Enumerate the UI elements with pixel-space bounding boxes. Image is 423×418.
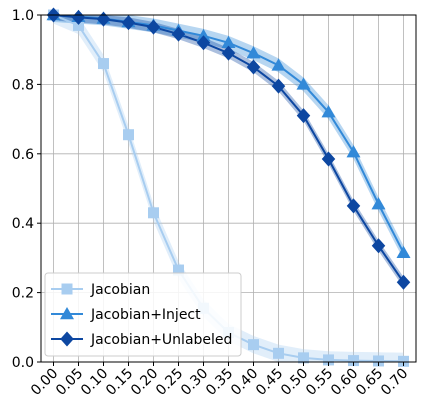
x-axis: 0.000.050.100.150.200.250.300.350.400.45… xyxy=(28,362,411,399)
jacobian-unlabeled-point xyxy=(396,274,411,290)
y-tick-label: 1.0 xyxy=(12,8,34,24)
jacobian-inject-point xyxy=(296,77,311,90)
y-tick-label: 0.4 xyxy=(12,216,34,232)
jacobian-point xyxy=(123,129,134,141)
x-tick-label: 0.60 xyxy=(328,366,361,399)
x-tick-label: 0.65 xyxy=(353,366,386,399)
legend-marker-square xyxy=(61,283,73,295)
jacobian-inject-point xyxy=(246,46,261,59)
y-tick-label: 0.6 xyxy=(12,147,34,163)
jacobian-unlabeled-point xyxy=(321,151,336,167)
jacobian-point xyxy=(373,355,384,367)
jacobian-unlabeled-point xyxy=(296,108,311,124)
jacobian-point xyxy=(348,355,359,367)
legend-marker-diamond xyxy=(60,331,74,347)
x-tick-label: 0.20 xyxy=(128,366,161,399)
jacobian-point xyxy=(173,264,184,276)
jacobian-unlabeled-point xyxy=(121,15,136,31)
x-tick-label: 0.55 xyxy=(303,366,336,399)
x-tick-label: 0.05 xyxy=(53,366,86,399)
x-tick-label: 0.35 xyxy=(203,366,236,399)
jacobian-point xyxy=(73,19,84,31)
jacobian-point xyxy=(248,339,259,351)
x-tick-label: 0.10 xyxy=(78,366,111,399)
jacobian-unlabeled-point xyxy=(71,9,86,25)
x-tick-label: 0.15 xyxy=(103,366,136,399)
jacobian-unlabeled-point xyxy=(221,45,236,61)
jacobian-point xyxy=(273,347,284,359)
jacobian-inject-point xyxy=(271,58,286,71)
jacobian-point xyxy=(298,352,309,364)
legend-label: Jacobian xyxy=(90,282,150,298)
jacobian-point xyxy=(398,355,409,367)
jacobian-unlabeled-point xyxy=(146,19,161,35)
legend-box xyxy=(44,272,242,357)
y-tick-label: 0.8 xyxy=(12,77,34,93)
jacobian-inject-point xyxy=(321,105,336,118)
jacobian-unlabeled-point xyxy=(246,59,261,75)
jacobian-point xyxy=(323,354,334,366)
x-tick-label: 0.30 xyxy=(178,366,211,399)
x-tick-label: 0.50 xyxy=(278,366,311,399)
jacobian-unlabeled-point xyxy=(371,238,386,254)
y-axis: 0.0 0.2 0.4 0.6 0.8 1.0 xyxy=(12,8,41,371)
jacobian-inject-point xyxy=(371,197,386,210)
x-tick-label: 0.40 xyxy=(228,366,261,399)
jacobian-unlabeled-point xyxy=(346,198,361,214)
jacobian-inject-point xyxy=(396,245,411,258)
legend-label: Jacobian+Unlabeled xyxy=(90,332,232,348)
x-tick-label: 0.70 xyxy=(378,366,411,399)
jacobian-unlabeled-point xyxy=(196,35,211,51)
jacobian-inject-point xyxy=(221,35,236,49)
legend-label: Jacobian+Inject xyxy=(90,307,201,323)
jacobian-inject-point xyxy=(196,28,211,42)
y-tick-label: 0.0 xyxy=(12,355,34,371)
y-tick-label: 0.2 xyxy=(12,286,34,302)
jacobian-inject-point xyxy=(346,145,361,158)
jacobian-unlabeled-point xyxy=(271,78,286,94)
legend-marker-triangle xyxy=(60,307,74,320)
x-tick-label: 0.25 xyxy=(153,366,186,399)
jacobian-point xyxy=(98,58,109,70)
x-tick-label: 0.45 xyxy=(253,366,286,399)
legend: Jacobian Jacobian+Inject Jacobian+Unlabele… xyxy=(44,272,242,357)
jacobian-unlabeled-point xyxy=(171,26,186,42)
jacobian-point xyxy=(148,207,159,219)
